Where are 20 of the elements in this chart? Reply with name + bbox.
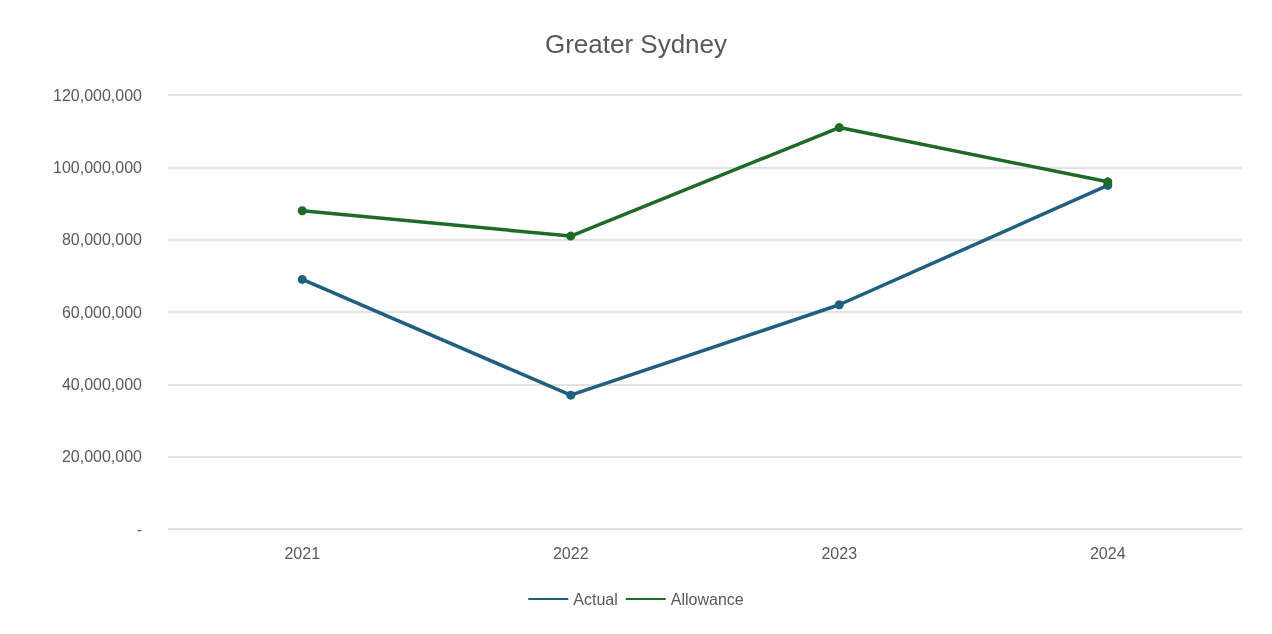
y-tick-label: 120,000,000 [53, 86, 143, 104]
point [566, 390, 576, 400]
y-tick-label: 60,000,000 [61, 303, 143, 321]
point [834, 123, 844, 133]
legend-label: Actual [573, 590, 618, 608]
y-tick-label: - [136, 520, 142, 538]
y-tick-label: 20,000,000 [61, 448, 143, 466]
point [566, 231, 576, 241]
x-tick-label: 2022 [552, 544, 589, 562]
x-tick-label: 2024 [1089, 544, 1126, 562]
y-tick-label: 100,000,000 [53, 158, 143, 176]
point [297, 274, 307, 284]
legend-label: Allowance [670, 590, 744, 608]
x-tick-label: 2023 [821, 544, 858, 562]
y-tick-label: 80,000,000 [61, 231, 143, 249]
y-tick-label: 40,000,000 [61, 375, 143, 393]
point [297, 206, 307, 216]
chart-title: Greater Sydney [544, 29, 728, 59]
x-tick-label: 2021 [284, 544, 321, 562]
point [834, 300, 844, 310]
